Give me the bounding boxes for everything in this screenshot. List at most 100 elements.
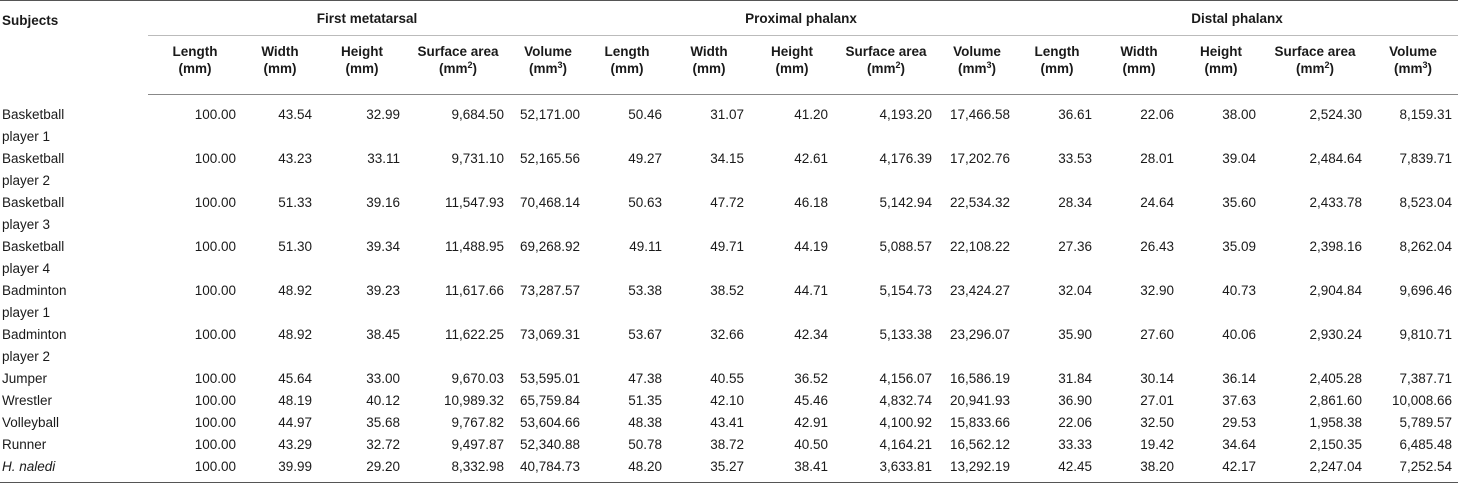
table-cell: 48.38 [628,414,662,430]
table-cell: 39.34 [366,238,400,254]
table-row: Runner 100.00 43.29 32.72 9,497.87 52,340.88 5… [0,434,1458,456]
table-cell: 44.19 [794,238,828,254]
table-cell: 5,133.38 [879,326,932,342]
table-row: Basketball player 2 100.00 43.23 33.11 9,731.… [0,148,1458,192]
table-cell: 32.04 [1058,282,1092,298]
table-cell: 35.90 [1058,326,1092,342]
table-cell: 13,292.19 [949,458,1010,474]
table-cell: 73,069.31 [519,326,580,342]
table-cell: 42.61 [794,150,828,166]
table-cell: 26.43 [1140,238,1174,254]
table-cell: 50.78 [628,436,662,452]
table-cell: 8,523.04 [1399,194,1453,210]
subject-name: Basketball player 1 [2,106,65,144]
subject-name: Basketball player 3 [2,194,65,232]
table-cell: 29.53 [1222,414,1256,430]
column-header-name: Height [1200,44,1242,59]
table-cell: 42.17 [1222,458,1256,474]
table-cell: 100.00 [194,282,236,298]
table-row: H. naledi 100.00 39.99 29.20 8,332.98 40,784.… [0,456,1458,482]
subject-name: Volleyball [2,414,60,430]
table-cell: 27.01 [1140,392,1174,408]
column-header: Length (mm) [1016,35,1098,95]
table-cell: 100.00 [194,436,236,452]
table-cell: 8,159.31 [1399,107,1453,122]
table-cell: 9,696.46 [1399,282,1453,298]
table-cell: 4,100.92 [879,414,932,430]
column-header-name: Volume [953,44,1001,59]
column-header-unit: (mm2) [438,60,478,77]
column-header-name: Volume [1389,44,1437,59]
column-header-unit: (mm2) [866,60,906,77]
column-header-name: Width [261,44,299,59]
column-header-unit: (mm3) [957,60,997,77]
table-cell: 2,433.78 [1309,194,1362,210]
table-cell: 4,176.39 [879,150,932,166]
subject-name: Wrestler [2,392,53,408]
table-cell: 37.63 [1222,392,1256,408]
table-cell: 2,405.28 [1309,370,1362,386]
table-cell: 100.00 [194,107,236,122]
table-cell: 9,497.87 [451,436,504,452]
table-cell: 39.04 [1222,150,1256,166]
table-cell: 39.16 [366,194,400,210]
table-cell: 9,731.10 [451,150,504,166]
subject-name: Runner [2,436,47,452]
table-cell: 27.60 [1140,326,1174,342]
table-cell: 44.71 [794,282,828,298]
column-header-unit: (mm3) [528,60,568,77]
table-cell: 41.20 [794,107,828,122]
table-cell: 2,484.64 [1309,150,1362,166]
table-cell: 38.72 [710,436,744,452]
table-cell: 40.06 [1222,326,1256,342]
table-cell: 3,633.81 [879,458,932,474]
table-cell: 100.00 [194,326,236,342]
table-cell: 39.23 [366,282,400,298]
table-cell: 11,547.93 [444,194,504,210]
table-cell: 45.64 [278,370,312,386]
table-cell: 34.15 [710,150,744,166]
table-cell: 42.45 [1058,458,1092,474]
table-cell: 38.20 [1140,458,1174,474]
column-header: Surface area (mm2) [1262,35,1368,95]
table-cell: 35.09 [1222,238,1256,254]
column-header: Volume (mm3) [510,35,586,95]
table-cell: 40.55 [710,370,744,386]
table-cell: 8,332.98 [451,458,504,474]
table-cell: 42.91 [794,414,828,430]
table-cell: 33.33 [1058,436,1092,452]
table-cell: 32.72 [366,436,400,452]
table-cell: 36.52 [794,370,828,386]
column-header: Length (mm) [586,35,668,95]
table-cell: 32.90 [1140,282,1174,298]
table-cell: 40.73 [1222,282,1256,298]
column-header-unit: (mm) [610,61,644,76]
table-cell: 29.20 [366,458,400,474]
table-cell: 51.33 [278,194,312,210]
table-cell: 2,861.60 [1309,392,1362,408]
table-cell: 5,789.57 [1399,414,1453,430]
table-cell: 34.64 [1222,436,1256,452]
table-cell: 32.50 [1140,414,1174,430]
table-cell: 100.00 [194,194,236,210]
table-cell: 31.84 [1058,370,1092,386]
table-cell: 5,154.73 [879,282,932,298]
table-cell: 4,193.20 [879,107,932,122]
table-cell: 22.06 [1140,107,1174,122]
table-cell: 16,586.19 [949,370,1010,386]
column-header-name: Surface area [417,44,499,59]
table-cell: 48.20 [628,458,662,474]
column-header: Width (mm) [242,35,318,95]
subject-name: Jumper [2,370,48,386]
table-cell: 47.38 [628,370,662,386]
column-header: Width (mm) [668,35,750,95]
table-cell: 2,524.30 [1309,107,1362,122]
table-row: Basketball player 4 100.00 51.30 39.34 11,488… [0,236,1458,280]
table-cell: 100.00 [194,458,236,474]
table-cell: 38.52 [710,282,744,298]
table-cell: 7,839.71 [1399,150,1453,166]
table-cell: 5,142.94 [879,194,932,210]
column-header-name: Height [771,44,813,59]
table-cell: 10,989.32 [443,392,504,408]
table-cell: 52,171.00 [519,107,580,122]
